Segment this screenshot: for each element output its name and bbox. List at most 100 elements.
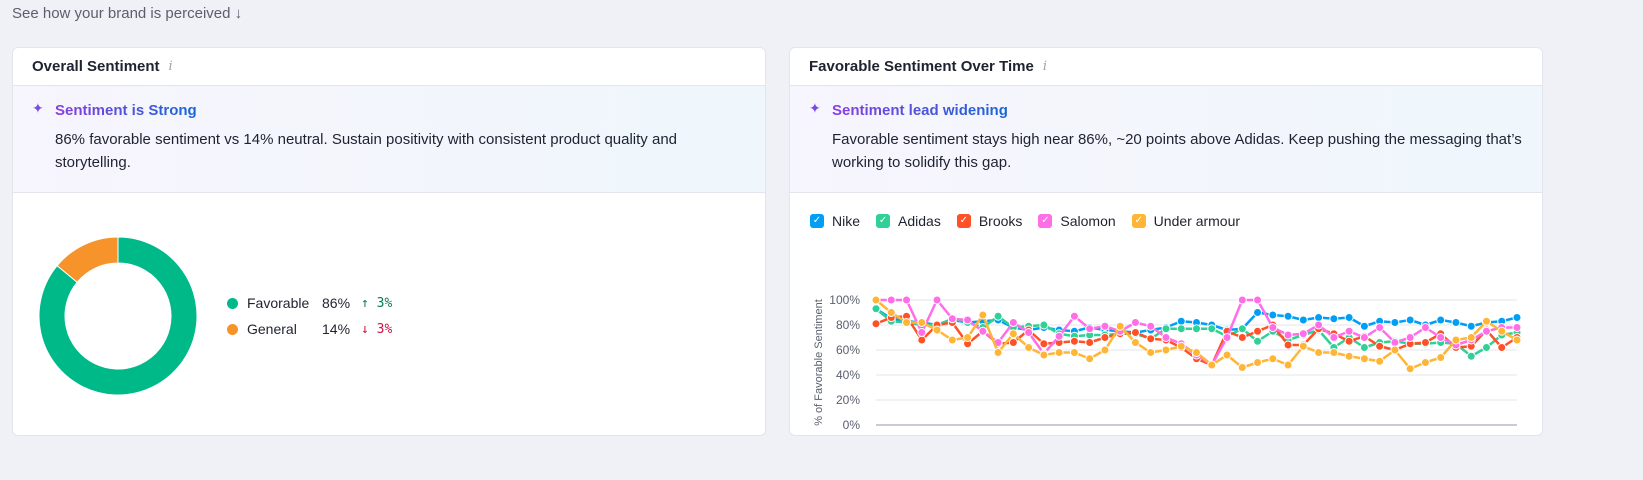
data-point[interactable] <box>1436 315 1446 325</box>
data-point[interactable] <box>1100 333 1110 342</box>
data-point[interactable] <box>1100 345 1110 355</box>
data-point[interactable] <box>1192 324 1201 334</box>
data-point[interactable] <box>1329 333 1339 342</box>
data-point[interactable] <box>1283 340 1293 350</box>
data-point[interactable] <box>993 348 1003 357</box>
legend-item-salomon[interactable]: ✓ Salomon <box>1038 213 1116 229</box>
info-icon[interactable]: i <box>1042 59 1047 74</box>
data-point[interactable] <box>1314 320 1324 330</box>
data-point[interactable] <box>932 325 942 335</box>
data-point[interactable] <box>1466 333 1476 342</box>
data-point[interactable] <box>1146 334 1156 344</box>
data-point[interactable] <box>1176 324 1186 334</box>
data-point[interactable] <box>1344 313 1354 322</box>
data-point[interactable] <box>871 304 881 314</box>
data-point[interactable] <box>886 308 896 317</box>
data-point[interactable] <box>1130 328 1140 337</box>
data-point[interactable] <box>1497 343 1507 352</box>
data-point[interactable] <box>1344 326 1354 336</box>
data-point[interactable] <box>1298 329 1308 339</box>
data-point[interactable] <box>1405 333 1415 342</box>
data-point[interactable] <box>1359 354 1369 364</box>
data-point[interactable] <box>947 335 957 345</box>
data-point[interactable] <box>1253 295 1263 305</box>
legend-item-adidas[interactable]: ✓ Adidas <box>876 213 941 229</box>
data-point[interactable] <box>1039 320 1049 330</box>
data-point[interactable] <box>1344 336 1354 346</box>
data-point[interactable] <box>1024 328 1034 337</box>
data-point[interactable] <box>1405 364 1415 374</box>
legend-item-brooks[interactable]: ✓ Brooks <box>956 213 1022 229</box>
data-point[interactable] <box>917 328 927 337</box>
data-point[interactable] <box>871 295 881 305</box>
data-point[interactable] <box>1329 348 1339 357</box>
data-point[interactable] <box>1024 343 1034 352</box>
data-point[interactable] <box>1466 351 1476 361</box>
data-point[interactable] <box>1298 341 1308 351</box>
data-point[interactable] <box>1146 348 1156 357</box>
data-point[interactable] <box>1054 331 1064 341</box>
data-point[interactable] <box>1466 321 1476 331</box>
data-point[interactable] <box>1268 354 1278 364</box>
data-point[interactable] <box>1329 314 1339 324</box>
data-point[interactable] <box>1298 315 1308 325</box>
data-point[interactable] <box>1161 345 1171 355</box>
data-point[interactable] <box>1176 316 1186 326</box>
data-point[interactable] <box>1237 363 1247 372</box>
data-point[interactable] <box>1085 338 1095 347</box>
data-point[interactable] <box>1039 350 1049 360</box>
data-point[interactable] <box>1222 333 1232 342</box>
data-point[interactable] <box>1237 324 1247 334</box>
data-point[interactable] <box>902 295 912 305</box>
data-point[interactable] <box>1207 324 1217 334</box>
data-point[interactable] <box>1314 313 1324 322</box>
data-point[interactable] <box>1069 348 1079 357</box>
data-point[interactable] <box>1176 341 1186 351</box>
data-point[interactable] <box>1512 313 1522 322</box>
data-point[interactable] <box>1451 318 1461 327</box>
data-point[interactable] <box>963 333 973 342</box>
data-point[interactable] <box>993 311 1003 321</box>
data-point[interactable] <box>917 318 927 327</box>
data-point[interactable] <box>1130 338 1140 347</box>
data-point[interactable] <box>1390 338 1400 347</box>
data-point[interactable] <box>978 326 988 336</box>
data-point[interactable] <box>1451 335 1461 345</box>
data-point[interactable] <box>1390 318 1400 327</box>
data-point[interactable] <box>1222 350 1232 360</box>
data-point[interactable] <box>1130 318 1140 327</box>
data-point[interactable] <box>1283 360 1293 370</box>
data-point[interactable] <box>1161 333 1171 342</box>
data-point[interactable] <box>1359 321 1369 331</box>
data-point[interactable] <box>1344 351 1354 361</box>
data-point[interactable] <box>1069 336 1079 346</box>
checkbox-icon[interactable]: ✓ <box>1131 214 1146 228</box>
data-point[interactable] <box>1420 358 1430 367</box>
data-point[interactable] <box>1405 315 1415 325</box>
data-point[interactable] <box>1146 321 1156 331</box>
donut-slice-general[interactable] <box>56 236 119 283</box>
data-point[interactable] <box>886 295 896 305</box>
data-point[interactable] <box>1008 329 1018 339</box>
data-point[interactable] <box>1375 356 1385 366</box>
checkbox-icon[interactable]: ✓ <box>810 214 824 228</box>
data-point[interactable] <box>978 310 988 320</box>
legend-item-under-armour[interactable]: ✓ Under armour <box>1131 213 1240 229</box>
data-point[interactable] <box>1253 358 1263 367</box>
data-point[interactable] <box>1237 295 1247 305</box>
data-point[interactable] <box>1161 324 1171 334</box>
data-point[interactable] <box>1054 348 1064 357</box>
data-point[interactable] <box>1253 308 1263 317</box>
data-point[interactable] <box>1253 336 1263 346</box>
data-point[interactable] <box>1207 360 1217 370</box>
data-point[interactable] <box>1420 323 1430 332</box>
checkbox-icon[interactable]: ✓ <box>876 214 891 228</box>
data-point[interactable] <box>1283 330 1293 340</box>
data-point[interactable] <box>917 335 927 345</box>
data-point[interactable] <box>932 295 942 305</box>
data-point[interactable] <box>1268 310 1278 320</box>
data-point[interactable] <box>1359 343 1369 352</box>
data-point[interactable] <box>902 318 912 327</box>
checkbox-icon[interactable]: ✓ <box>956 214 971 228</box>
data-point[interactable] <box>1268 323 1278 332</box>
